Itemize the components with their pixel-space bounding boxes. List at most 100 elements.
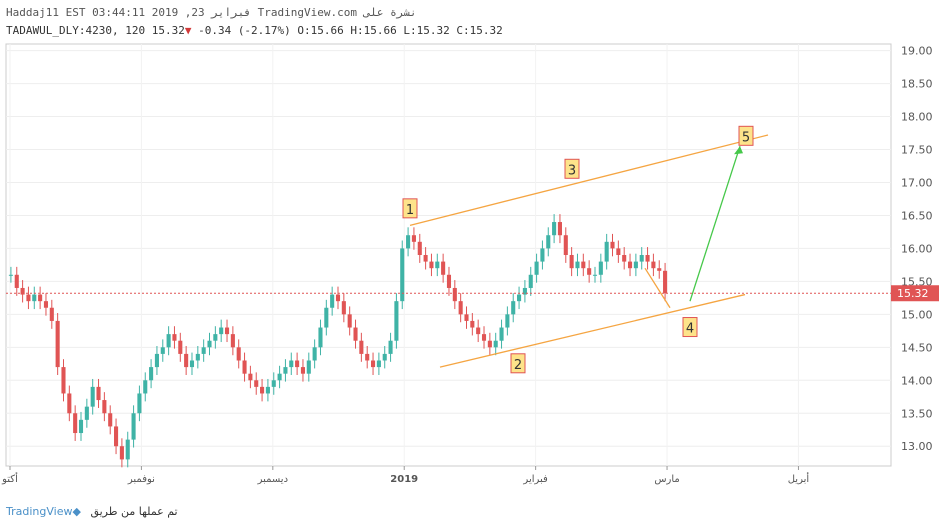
candle-body — [149, 367, 154, 381]
candle-body — [481, 334, 487, 341]
wave-label-box — [402, 198, 418, 219]
candle-body — [335, 294, 341, 302]
y-tick-label: 13.50 — [901, 407, 933, 420]
candle-body — [476, 327, 481, 335]
candle-body — [32, 294, 37, 302]
candle-body — [522, 287, 527, 295]
candle-body — [645, 255, 650, 262]
candle-body — [201, 347, 206, 354]
last-price-value: 15.32 — [151, 24, 185, 37]
candle-body — [347, 314, 352, 328]
y-tick-label: 16.00 — [901, 242, 933, 255]
candle-body — [657, 268, 662, 271]
candle-body — [207, 340, 212, 348]
candle-body — [242, 360, 247, 374]
y-tick-label: 14.50 — [901, 341, 933, 354]
candle-body — [43, 301, 49, 308]
candle-body — [324, 307, 329, 328]
wave-label-text: 5 — [742, 130, 750, 145]
candle-body — [411, 235, 416, 242]
y-tick-label: 17.00 — [901, 176, 933, 189]
candle-body — [195, 353, 200, 361]
y-tick-label: 15.50 — [901, 275, 933, 288]
chart-attribution-line: Haddaj11 EST 03:44:11 2019 ,23 فبراير Tr… — [6, 6, 417, 19]
candle-body — [306, 360, 311, 374]
candle-body — [49, 307, 54, 321]
wave-label-text: 3 — [568, 163, 576, 178]
wave-label-box — [564, 158, 580, 179]
candle-body — [125, 439, 130, 460]
candle-body — [388, 340, 393, 354]
candle-body — [55, 320, 60, 368]
last-price-marker — [891, 285, 939, 302]
brand-logo-icon: ◆ — [72, 505, 81, 518]
candle-body — [236, 347, 241, 361]
symbol-info-line: TADAWUL_DLY:4230, 120 15.32▼ -0.34 (-2.1… — [6, 24, 503, 37]
candle-body — [26, 294, 31, 302]
y-tick-label: 17.50 — [901, 144, 933, 157]
symbol-label: TADAWUL_DLY:4230, 120 — [6, 24, 146, 37]
candle-body — [90, 386, 95, 407]
candle-body — [300, 367, 305, 374]
candle-body — [312, 347, 317, 361]
candle-body — [8, 274, 13, 276]
wave-4-arrow — [644, 267, 671, 309]
candle-body — [493, 340, 498, 348]
footer-credit: TradingView◆ تم عملها من طريق — [6, 505, 178, 518]
candle-body — [429, 261, 434, 269]
y-tick-label: 18.00 — [901, 111, 933, 124]
candle-body — [651, 261, 656, 269]
candle-body — [505, 314, 510, 328]
candle-body — [517, 294, 522, 302]
candle-body — [160, 347, 165, 354]
candle-body — [604, 241, 609, 262]
candle-body — [394, 301, 399, 341]
candle-body — [265, 386, 270, 394]
candle-body — [38, 294, 43, 302]
y-tick-label: 19.00 — [901, 45, 933, 58]
candle-body — [84, 406, 89, 420]
x-axis: أكتو نوفمبر ديسمبر 2019 فبراير مارس أبريل — [1, 466, 809, 485]
candle-body — [435, 261, 440, 269]
candle-body — [61, 367, 66, 394]
x-tick-label: أكتو — [1, 472, 18, 485]
y-tick-label: 18.50 — [901, 78, 933, 91]
candle-body — [184, 353, 189, 368]
grid-lines — [6, 44, 891, 466]
wave-labels: 1 2 3 4 5 — [402, 125, 754, 374]
candle-body — [616, 248, 621, 255]
candle-body — [511, 301, 516, 315]
y-tick-label: 13.00 — [901, 440, 933, 453]
candle-body — [546, 235, 551, 249]
candle-body — [528, 274, 533, 288]
candle-body — [78, 419, 84, 434]
x-tick-label: ديسمبر — [257, 474, 288, 485]
candle-body — [563, 235, 568, 255]
candle-body — [143, 380, 148, 394]
candle-body — [639, 255, 644, 262]
y-tick-label: 14.00 — [901, 374, 933, 387]
ohlc-values: O:15.66 H:15.66 L:15.32 C:15.32 — [297, 24, 503, 37]
candle-body — [487, 340, 492, 348]
credit-label: تم عملها من طريق — [90, 505, 178, 518]
candle-body — [441, 261, 446, 275]
candle-body — [575, 261, 580, 269]
candle-body — [587, 268, 592, 275]
wave-label-box — [682, 317, 698, 338]
candle-body — [67, 393, 72, 414]
wave-label-box — [738, 125, 754, 146]
candle-body — [663, 270, 668, 294]
candle-body — [569, 255, 574, 269]
candle-body — [359, 340, 364, 354]
candle-body — [627, 261, 633, 269]
candle-body — [423, 255, 428, 262]
candle-body — [289, 360, 294, 368]
x-tick-label: أبريل — [788, 472, 810, 485]
x-tick-label: 2019 — [390, 474, 418, 485]
candle-body — [406, 235, 411, 249]
last-price-marker-label: 15.32 — [897, 287, 929, 300]
candle-body — [557, 222, 562, 236]
candle-body — [108, 413, 113, 427]
candle-body — [277, 373, 282, 381]
